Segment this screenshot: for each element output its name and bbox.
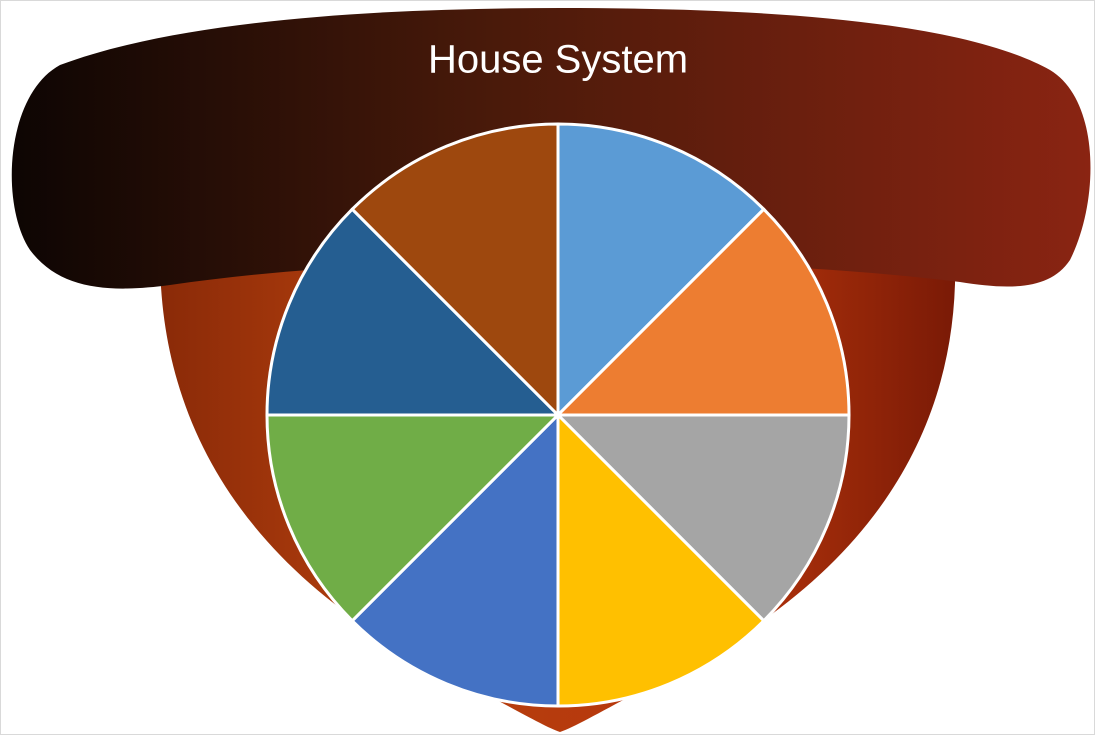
page: House System (() => { const data = JSON.…: [0, 0, 1095, 735]
chart: House System: [0, 0, 1095, 735]
chart-title: House System: [428, 38, 688, 82]
pie: [267, 124, 849, 706]
